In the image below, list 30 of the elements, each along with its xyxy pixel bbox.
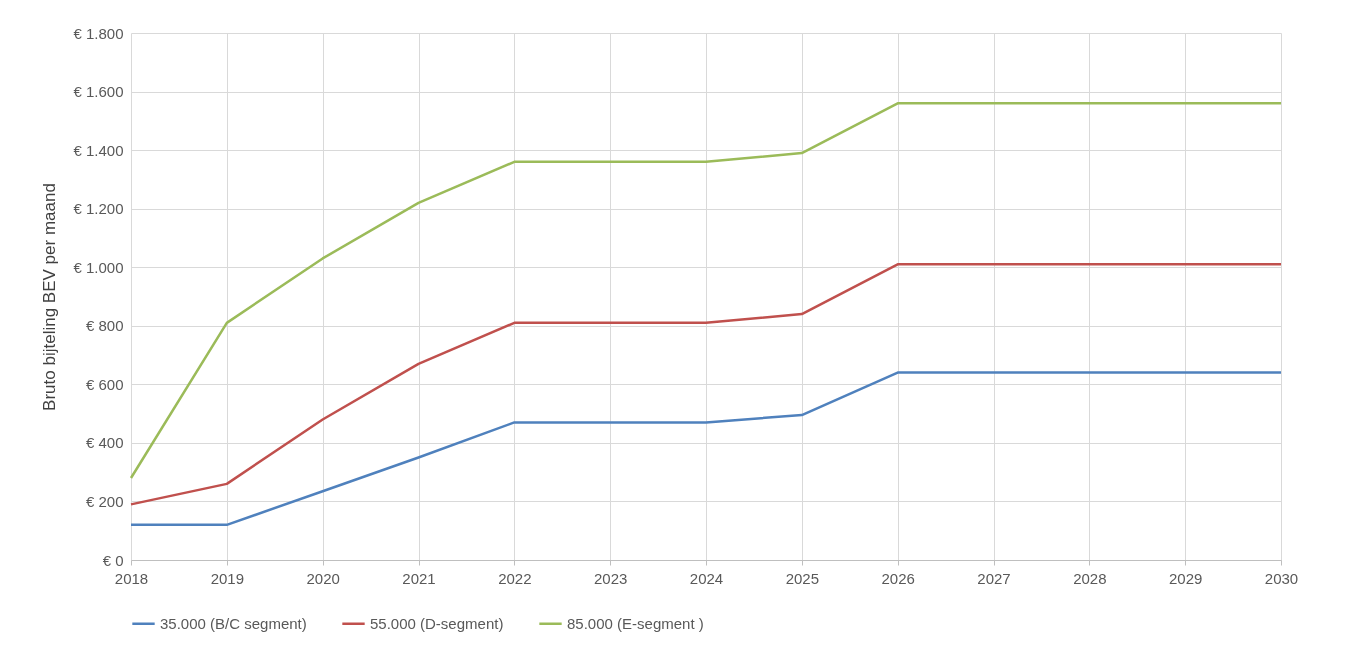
legend-label: 35.000 (B/C segment) — [160, 614, 307, 632]
x-tick-label: 2020 — [306, 569, 340, 587]
x-tick-label: 2022 — [498, 569, 532, 587]
legend-label: 85.000 (E-segment ) — [567, 614, 704, 632]
x-tick-label: 2024 — [689, 569, 724, 587]
x-tick-label: 2027 — [977, 569, 1011, 587]
line-series — [129, 102, 1283, 480]
y-tick-label: € 1.600 — [73, 83, 124, 101]
x-tick-label: 2026 — [881, 569, 915, 587]
line-series — [129, 263, 1283, 506]
x-tick-label: 2025 — [785, 569, 820, 587]
line-series — [129, 371, 1283, 527]
x-tick-label: 2028 — [1073, 569, 1107, 587]
y-tick-label: € 1.800 — [73, 24, 124, 42]
y-tick-label: € 0 — [102, 551, 124, 569]
x-tick-label: 2029 — [1168, 569, 1203, 587]
y-tick-label: € 1.000 — [73, 258, 124, 276]
x-tick-label: 2019 — [210, 569, 245, 587]
y-tick-label: € 600 — [85, 375, 124, 393]
y-tick-label: € 200 — [85, 492, 124, 510]
x-tick-label: 2023 — [593, 569, 628, 587]
y-tick-label: € 1.200 — [73, 200, 124, 218]
x-tick-label: 2030 — [1264, 569, 1299, 587]
y-tick-label: € 400 — [85, 434, 124, 452]
legend-label: 55.000 (D-segment) — [370, 614, 504, 632]
y-axis-title: Bruto bijteling BEV per maand — [40, 183, 60, 411]
x-tick-label: 2018 — [114, 569, 149, 587]
y-tick-label: € 1.400 — [73, 141, 124, 159]
x-tick-label: 2021 — [402, 569, 436, 587]
y-tick-label: € 800 — [85, 317, 124, 335]
